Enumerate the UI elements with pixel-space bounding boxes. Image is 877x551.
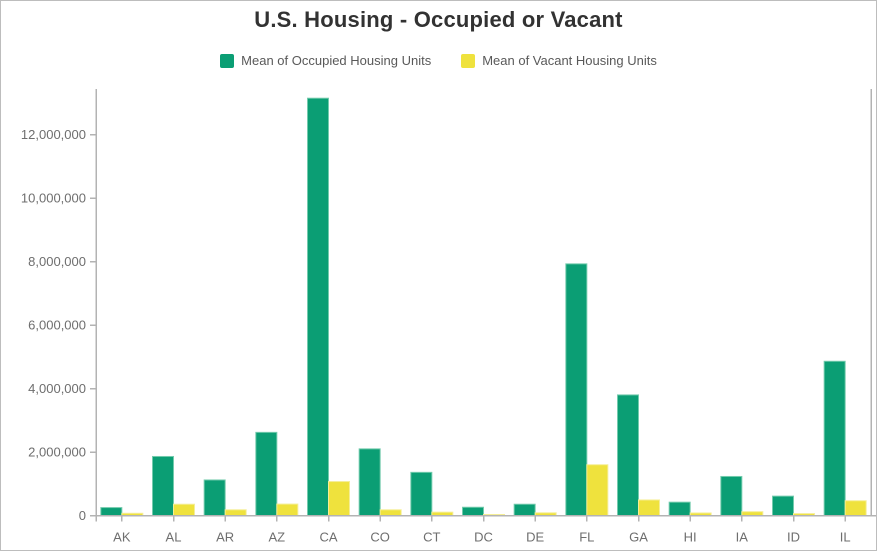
- bar-vacant-IL[interactable]: [844, 500, 867, 516]
- x-tick-label: DE: [526, 530, 544, 545]
- bar-occupied-AL[interactable]: [152, 455, 174, 517]
- bar-occupied-DE[interactable]: [513, 503, 536, 517]
- x-tick-label: AR: [216, 530, 234, 545]
- x-tick-label: GA: [629, 530, 648, 545]
- x-tick-label: CA: [319, 530, 337, 545]
- x-tick-label: AZ: [269, 530, 286, 545]
- y-tick-label: 12,000,000: [21, 127, 86, 142]
- x-tick-label: DC: [474, 530, 493, 545]
- bar-occupied-ID[interactable]: [772, 495, 794, 517]
- bar-occupied-AZ[interactable]: [255, 431, 278, 517]
- occupied-series-swatch-icon: [220, 53, 235, 68]
- bar-vacant-AL[interactable]: [173, 503, 195, 517]
- bar-occupied-AK[interactable]: [100, 507, 123, 517]
- bar-occupied-CA[interactable]: [307, 97, 329, 516]
- y-tick-label: 2,000,000: [28, 445, 86, 460]
- bar-occupied-IL[interactable]: [823, 360, 846, 516]
- bar-occupied-CO[interactable]: [358, 448, 381, 516]
- x-tick-label: AK: [113, 530, 131, 545]
- legend-label-occupied: Mean of Occupied Housing Units: [241, 53, 432, 68]
- bar-vacant-GA[interactable]: [638, 499, 660, 516]
- x-tick-label: IA: [736, 530, 749, 545]
- y-tick-label: 4,000,000: [28, 381, 86, 396]
- x-tick-label: CO: [370, 530, 390, 545]
- bar-vacant-AZ[interactable]: [276, 503, 299, 516]
- y-tick-label: 0: [79, 508, 86, 523]
- bar-occupied-HI[interactable]: [668, 501, 691, 516]
- chart-title: U.S. Housing - Occupied or Vacant: [254, 7, 623, 32]
- bar-occupied-CT[interactable]: [410, 471, 433, 516]
- y-tick-label: 10,000,000: [21, 191, 86, 206]
- y-tick-label: 8,000,000: [28, 254, 86, 269]
- legend-item-vacant[interactable]: Mean of Vacant Housing Units: [461, 53, 657, 68]
- x-tick-label: CT: [423, 530, 440, 545]
- bar-occupied-GA[interactable]: [617, 394, 639, 516]
- x-tick-label: HI: [684, 530, 697, 545]
- bar-vacant-FL[interactable]: [586, 464, 609, 516]
- x-tick-label: AL: [166, 530, 182, 545]
- x-tick-label: ID: [787, 530, 800, 545]
- vacant-series-swatch-icon: [461, 53, 476, 68]
- bar-vacant-AR[interactable]: [224, 509, 247, 516]
- legend: Mean of Occupied Housing Units Mean of V…: [1, 53, 876, 68]
- bar-occupied-IA[interactable]: [720, 475, 743, 516]
- legend-label-vacant: Mean of Vacant Housing Units: [482, 53, 657, 68]
- y-tick-label: 6,000,000: [28, 318, 86, 333]
- bar-occupied-FL[interactable]: [565, 263, 588, 517]
- x-tick-label: IL: [840, 530, 851, 545]
- bar-occupied-AR[interactable]: [203, 479, 226, 517]
- bar-vacant-CO[interactable]: [379, 509, 402, 516]
- x-tick-label: FL: [579, 530, 594, 545]
- bar-occupied-DC[interactable]: [462, 506, 484, 516]
- bar-vacant-CA[interactable]: [328, 481, 350, 516]
- legend-item-occupied[interactable]: Mean of Occupied Housing Units: [220, 53, 431, 68]
